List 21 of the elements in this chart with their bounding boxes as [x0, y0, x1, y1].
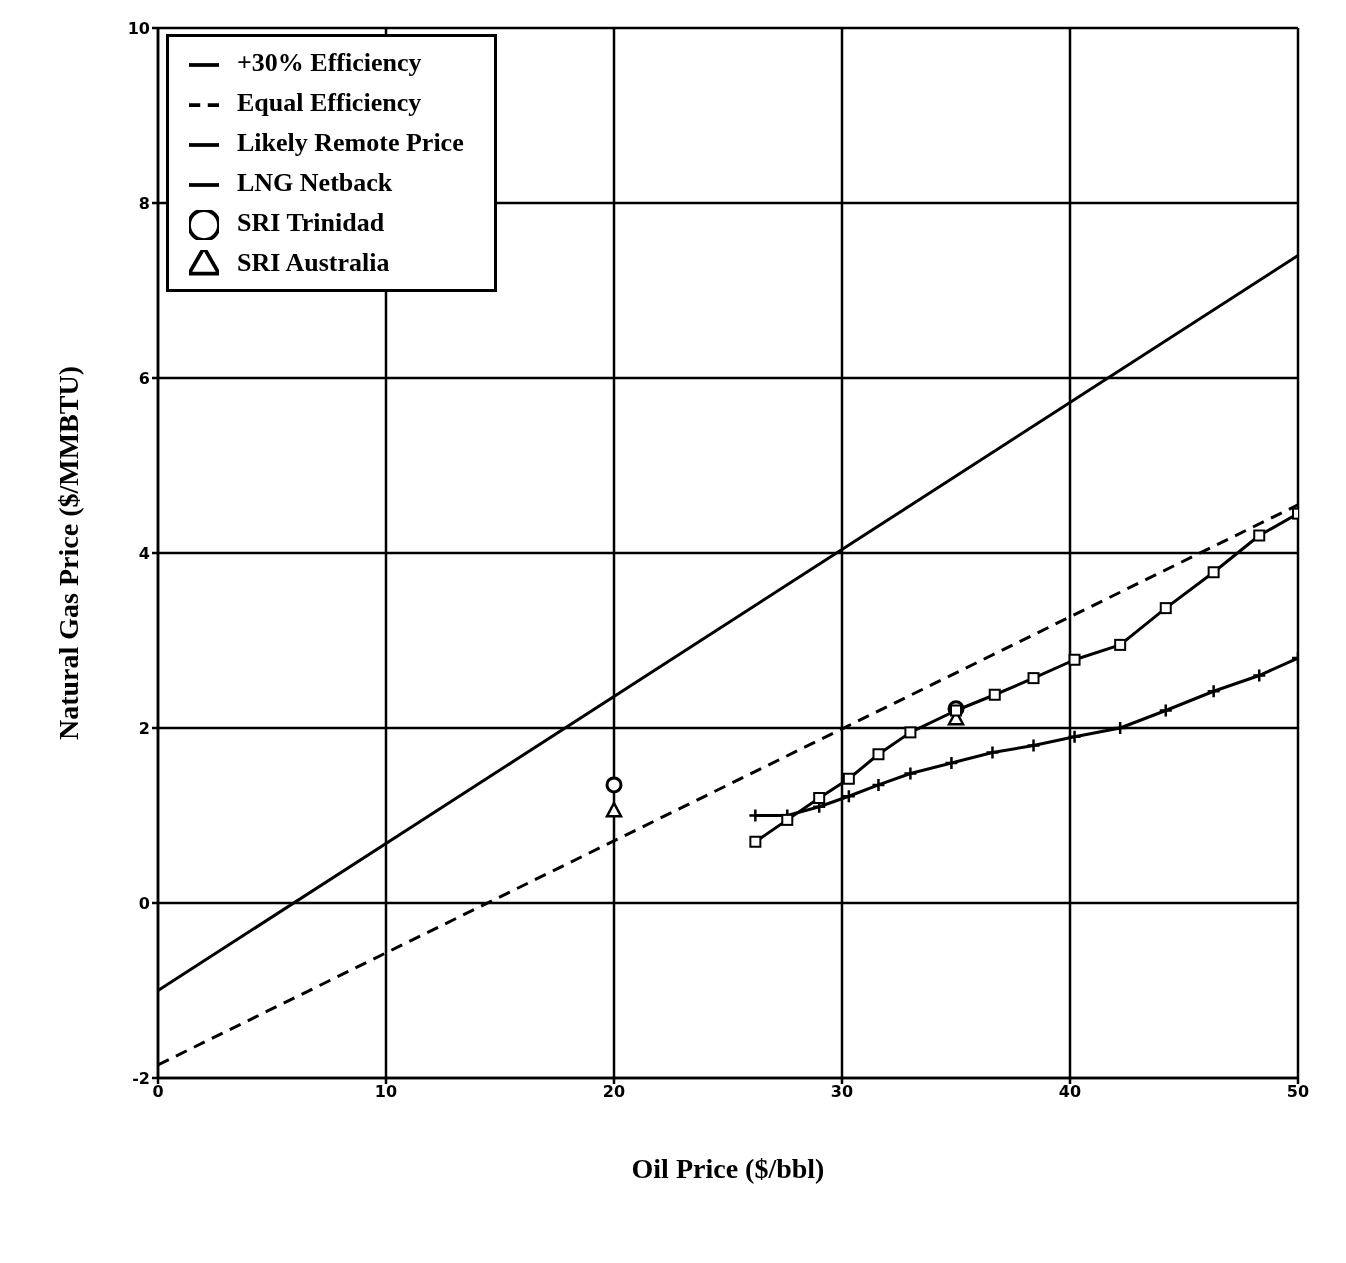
legend-label: SRI Trinidad [237, 208, 385, 237]
x-axis-title: Oil Price ($/bbl) [631, 1153, 825, 1184]
legend-label: +30% Efficiency [237, 48, 422, 77]
y-tick-label: 10 [127, 18, 150, 38]
y-tick-label: 6 [138, 368, 150, 388]
y-tick-label: 4 [138, 543, 150, 563]
legend-label: SRI Australia [237, 248, 390, 277]
x-tick-label: 50 [1286, 1082, 1310, 1102]
y-tick-label: -2 [132, 1068, 150, 1088]
x-tick-label: 30 [830, 1082, 854, 1102]
legend-label: LNG Netback [237, 168, 393, 197]
legend-label: Likely Remote Price [237, 128, 464, 157]
y-tick-label: 8 [138, 193, 150, 213]
y-tick-label: 2 [138, 718, 150, 738]
x-tick-label: 10 [374, 1082, 398, 1102]
y-tick-label: 0 [138, 893, 150, 913]
x-tick-label: 0 [152, 1082, 164, 1102]
x-tick-label: 40 [1058, 1082, 1082, 1102]
y-axis-title: Natural Gas Price ($/MMBTU) [52, 365, 84, 741]
x-tick-label: 20 [602, 1082, 626, 1102]
legend-label: Equal Efficiency [237, 88, 422, 117]
